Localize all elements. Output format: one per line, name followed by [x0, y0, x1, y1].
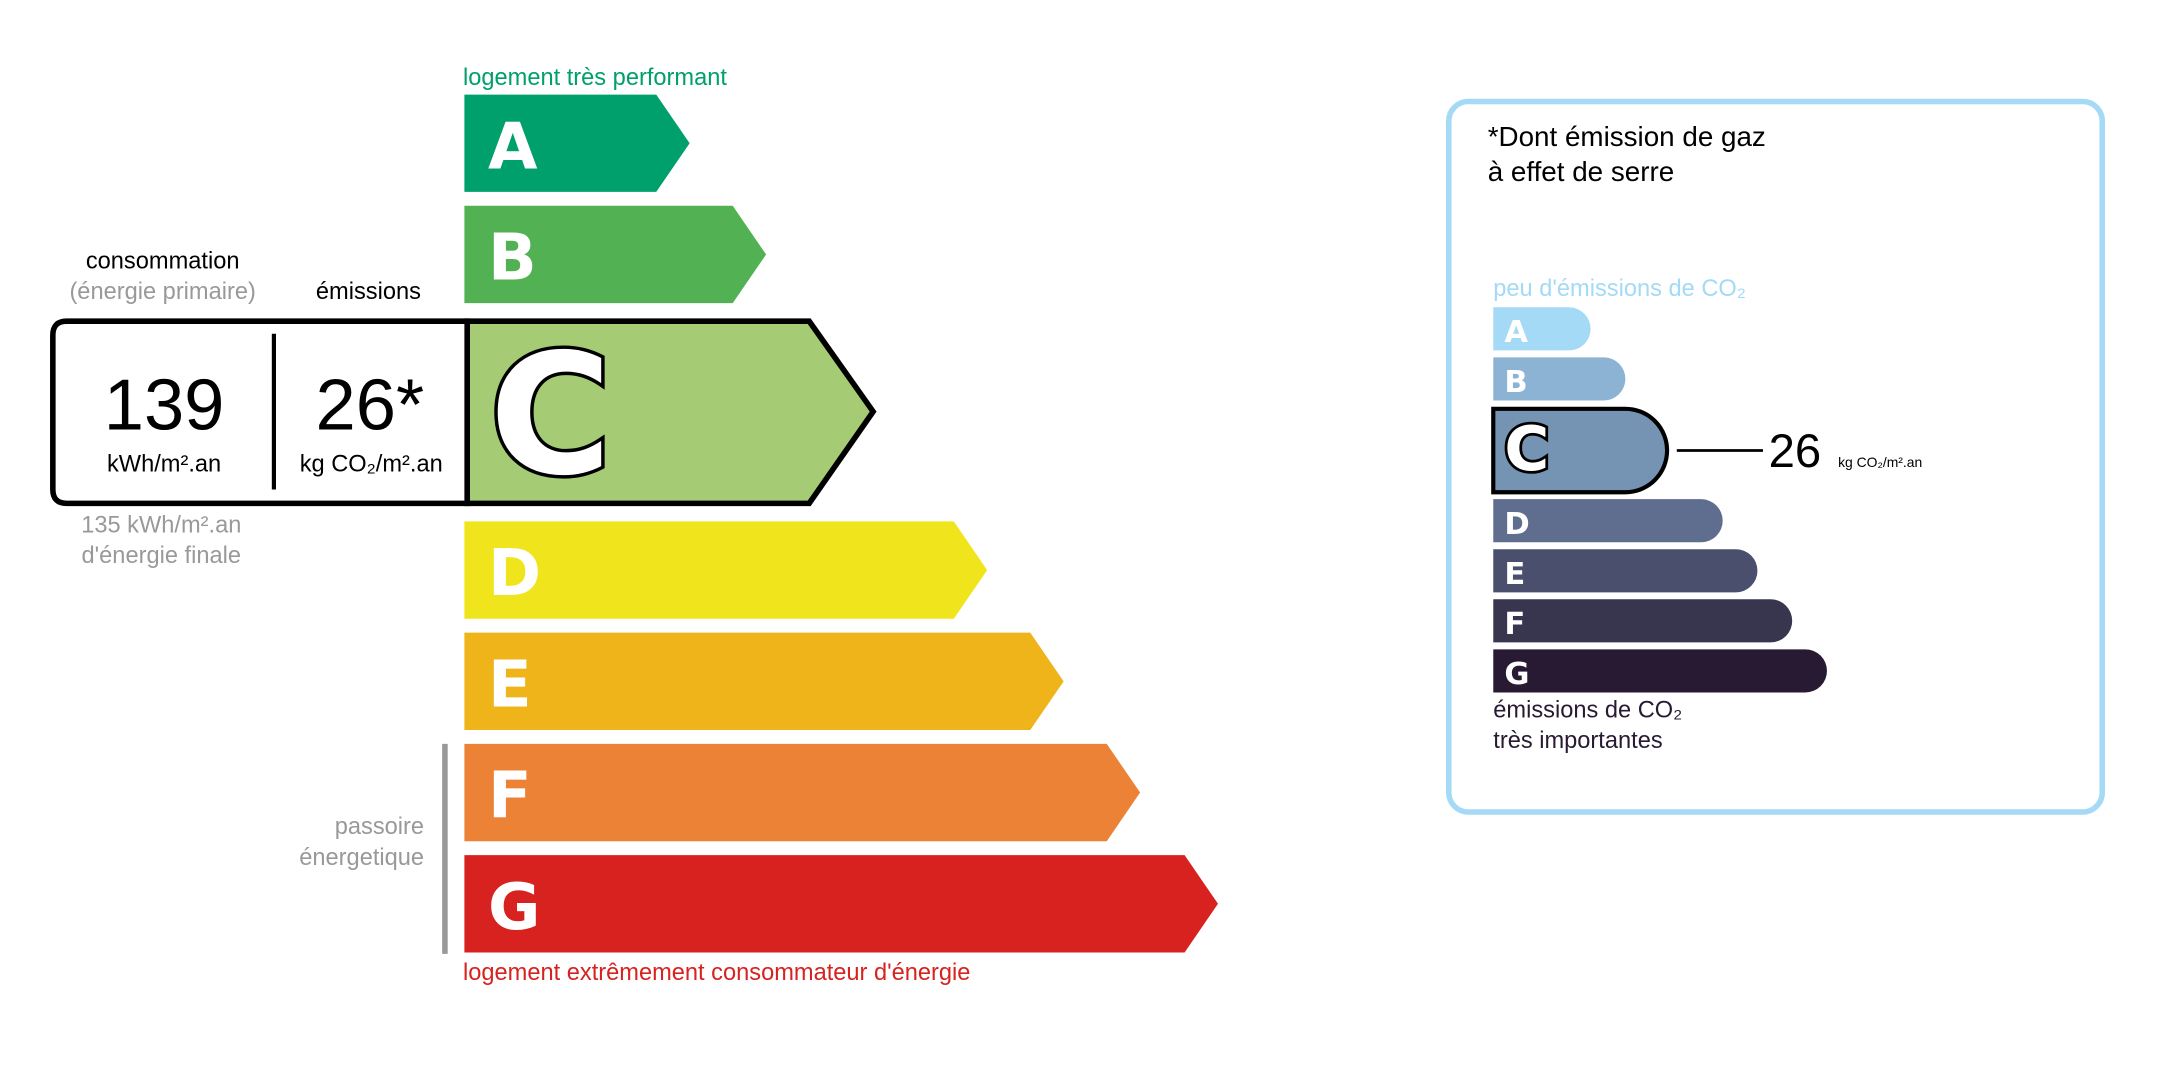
energy-letter-c: C: [489, 319, 611, 513]
passoire-label-2: énergetique: [299, 845, 424, 871]
energy-letter-f: F: [488, 760, 532, 834]
final-energy-value: 135 kWh/m².an: [81, 513, 241, 539]
energy-bar-d: [464, 521, 988, 619]
consumption-value: 139: [104, 366, 225, 446]
emissions-header: émissions: [316, 279, 421, 305]
energy-bar-g: [464, 855, 1218, 953]
energy-bar-e: [464, 632, 1064, 730]
energy-letter-e: E: [488, 648, 532, 722]
energy-bottom-label: logement extrêmement consommateur d'éner…: [463, 960, 970, 986]
energy-letter-g: G: [488, 871, 540, 945]
ges-letter-f: F: [1504, 607, 1525, 642]
ges-bar-d: [1493, 499, 1723, 543]
ges-bar-a: [1493, 307, 1591, 351]
passoire-label-1: passoire: [335, 814, 424, 840]
emissions-unit: kg CO₂/m².an: [300, 451, 443, 477]
ges-bar-e: [1493, 549, 1758, 593]
ges-value: 26: [1769, 425, 1822, 478]
ges-top-label: peu d'émissions de CO₂: [1493, 276, 1746, 302]
ges-bar-c-current: [1491, 406, 1670, 495]
ges-letter-c: C: [1504, 414, 1549, 485]
consumption-header: consommation: [86, 248, 240, 274]
emissions-value: 26*: [316, 366, 425, 446]
ges-letter-e: E: [1504, 557, 1525, 592]
energy-letter-d: D: [488, 537, 541, 611]
consumption-subheader: (énergie primaire): [69, 279, 255, 305]
ges-title-2: à effet de serre: [1488, 156, 1674, 187]
ges-bar-g: [1493, 649, 1827, 693]
ges-title-1: *Dont émission de gaz: [1488, 121, 1766, 152]
energy-letter-b: B: [488, 221, 537, 295]
ges-letter-d: D: [1504, 507, 1529, 542]
ges-letter-g: G: [1504, 657, 1529, 692]
ges-unit: kg CO₂/m².an: [1838, 454, 1922, 470]
ges-bar-f: [1493, 599, 1793, 643]
energy-top-label: logement très performant: [463, 65, 727, 91]
energy-bar-b: [464, 205, 767, 304]
values-box: [50, 318, 470, 507]
final-energy-label: d'énergie finale: [82, 543, 242, 569]
ges-letter-b: B: [1504, 365, 1527, 400]
energy-letter-a: A: [488, 110, 538, 184]
energy-bar-f: [464, 743, 1141, 842]
energy-bar-a: [464, 94, 690, 192]
ges-bottom-label-2: très importantes: [1493, 728, 1662, 754]
consumption-unit: kWh/m².an: [107, 451, 221, 477]
ges-bottom-label-1: émissions de CO₂: [1493, 697, 1682, 723]
ges-bar-b: [1493, 357, 1626, 401]
ges-letter-a: A: [1504, 315, 1528, 350]
